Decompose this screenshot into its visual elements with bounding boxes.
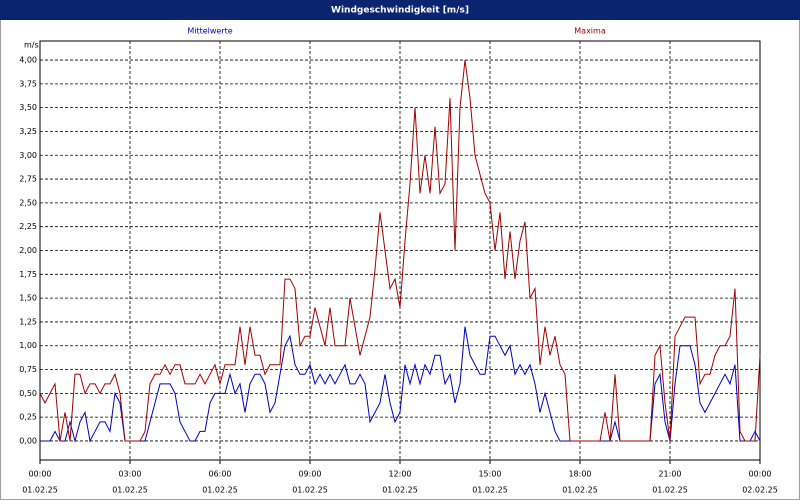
x-tick-date: 01.02.25 bbox=[562, 486, 598, 495]
legend-entry: Mittelwerte bbox=[187, 27, 232, 36]
x-tick-label: 15:00 bbox=[478, 470, 501, 479]
x-tick-date: 02.02.25 bbox=[742, 486, 778, 495]
series-line bbox=[39, 59, 761, 442]
x-tick-date: 01.02.25 bbox=[472, 486, 508, 495]
x-tick-label: 00:00 bbox=[748, 470, 771, 479]
x-tick-date: 01.02.25 bbox=[652, 486, 688, 495]
x-tick-date: 01.02.25 bbox=[382, 486, 418, 495]
y-unit: m/s bbox=[24, 41, 39, 50]
y-tick-label: 2,75 bbox=[19, 175, 37, 184]
y-tick-label: 1,25 bbox=[19, 317, 37, 326]
y-tick-label: 1,00 bbox=[19, 341, 37, 350]
x-tick-label: 03:00 bbox=[118, 470, 141, 479]
x-tick-label: 00:00 bbox=[28, 470, 51, 479]
y-tick-label: 2,25 bbox=[19, 222, 37, 231]
x-tick-label: 12:00 bbox=[388, 470, 411, 479]
x-tick-label: 18:00 bbox=[568, 470, 591, 479]
y-tick-label: 0,50 bbox=[19, 389, 37, 398]
y-tick-label: 0,25 bbox=[19, 413, 37, 422]
y-tick-label: 0,75 bbox=[19, 365, 37, 374]
x-tick-label: 09:00 bbox=[298, 470, 321, 479]
x-tick-date: 01.02.25 bbox=[112, 486, 148, 495]
chart-title: Windgeschwindigkeit [m/s] bbox=[331, 6, 469, 16]
x-tick-date: 01.02.25 bbox=[202, 486, 238, 495]
y-tick-label: 3,25 bbox=[19, 127, 37, 136]
y-tick-label: 2,00 bbox=[19, 246, 37, 255]
y-tick-label: 3,75 bbox=[19, 79, 37, 88]
x-tick-date: 01.02.25 bbox=[292, 486, 328, 495]
y-tick-label: 3,50 bbox=[19, 103, 37, 112]
x-tick-label: 21:00 bbox=[658, 470, 681, 479]
x-tick-label: 06:00 bbox=[208, 470, 231, 479]
legend-entry: Maxima bbox=[574, 27, 606, 36]
y-tick-label: 0,00 bbox=[19, 436, 37, 445]
y-tick-label: 2,50 bbox=[19, 198, 37, 207]
title-bar bbox=[0, 0, 800, 20]
x-tick-date: 01.02.25 bbox=[22, 486, 58, 495]
y-tick-label: 1,75 bbox=[19, 270, 37, 279]
y-tick-label: 4,00 bbox=[19, 56, 37, 65]
y-tick-label: 3,00 bbox=[19, 151, 37, 160]
y-tick-label: 1,50 bbox=[19, 294, 37, 303]
